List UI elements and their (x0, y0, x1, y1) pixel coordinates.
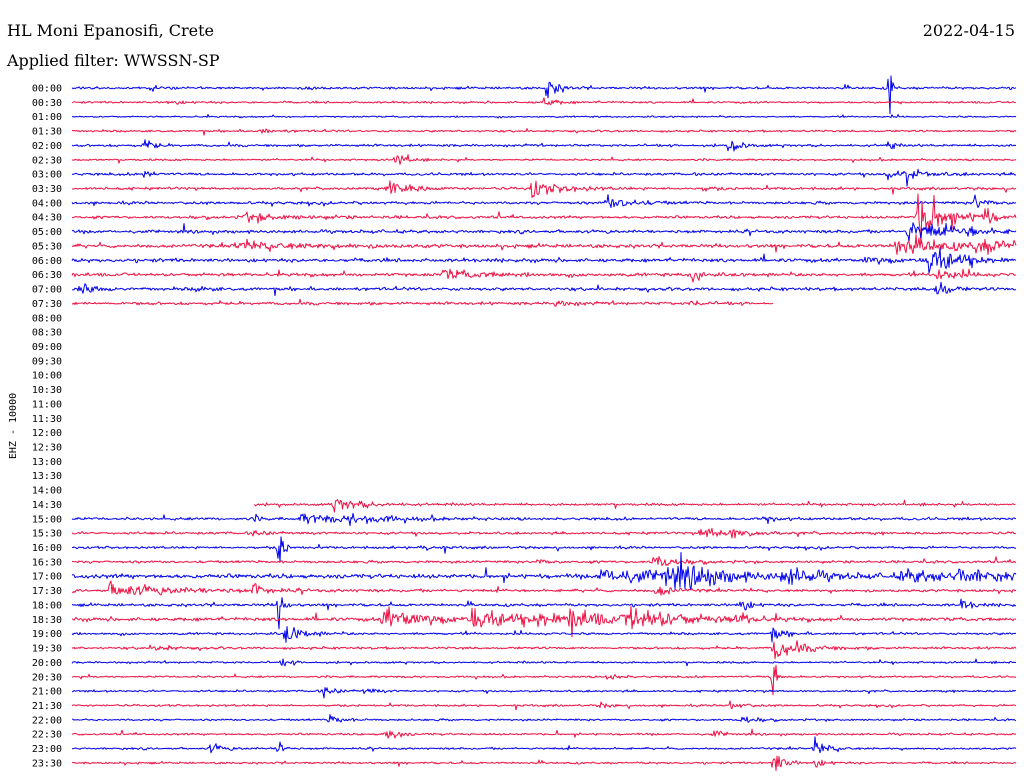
trace-row-0130 (71, 128, 1017, 136)
row-label-0230: 02:30 (32, 155, 62, 166)
trace-row-0500 (71, 222, 1017, 242)
trace-row-2230 (71, 728, 1017, 739)
row-label-1500: 15:00 (32, 514, 62, 525)
trace-row-1500 (71, 512, 1017, 527)
row-label-0200: 02:00 (32, 141, 62, 152)
row-label-1100: 11:00 (32, 399, 62, 410)
trace-row-2300 (72, 736, 1017, 754)
row-label-0630: 06:30 (32, 270, 62, 281)
trace-row-1430 (254, 499, 1016, 513)
row-label-2330: 23:30 (32, 758, 62, 769)
channel-label: EHZ - 10000 (8, 393, 19, 459)
trace-row-2000 (71, 658, 1017, 667)
trace-row-0400 (71, 194, 1017, 209)
row-labels: 00:00 00:30 01:00 01:30 02:00 02:30 03:00 03:30… (32, 84, 62, 770)
trace-row-0630 (71, 268, 1017, 283)
row-label-1830: 18:30 (32, 615, 62, 626)
row-label-2230: 22:30 (32, 730, 62, 741)
row-label-0730: 07:30 (32, 299, 62, 310)
row-label-2030: 20:30 (32, 672, 62, 683)
row-label-1400: 14:00 (32, 486, 62, 497)
row-label-0100: 01:00 (32, 112, 62, 123)
row-label-0830: 08:30 (32, 328, 62, 339)
trace-row-1830 (71, 605, 1017, 638)
row-label-1930: 19:30 (32, 644, 62, 655)
trace-row-1930 (71, 640, 1017, 660)
filter-label: Applied filter: WWSSN-SP (7, 51, 220, 70)
row-label-0530: 05:30 (32, 241, 62, 252)
row-label-0330: 03:30 (32, 184, 62, 195)
trace-row-0100 (71, 114, 1017, 119)
row-label-2130: 21:30 (32, 701, 62, 712)
row-label-0030: 00:30 (32, 98, 62, 109)
trace-row-0600 (71, 247, 1017, 274)
trace-row-0300 (71, 168, 1017, 187)
trace-row-0430 (71, 193, 1017, 244)
trace-row-2200 (71, 714, 1017, 723)
trace-row-0200 (71, 139, 1017, 152)
trace-row-0030 (71, 97, 1017, 105)
trace-row-0530 (71, 234, 1017, 255)
row-label-1230: 12:30 (32, 443, 62, 454)
trace-row-2330 (71, 755, 1017, 772)
row-label-0400: 04:00 (32, 198, 62, 209)
row-label-0300: 03:00 (32, 170, 62, 181)
row-label-1800: 18:00 (32, 600, 62, 611)
record-date: 2022-04-15 (922, 21, 1015, 40)
row-label-0800: 08:00 (32, 313, 62, 324)
row-label-1600: 16:00 (32, 543, 62, 554)
trace-row-1530 (71, 527, 1017, 539)
row-label-1430: 14:30 (32, 500, 62, 511)
trace-row-2100 (71, 687, 1016, 699)
row-label-1300: 13:00 (32, 457, 62, 468)
trace-row-0330 (71, 180, 1017, 198)
trace-row-1800 (71, 597, 1017, 630)
row-label-1730: 17:30 (32, 586, 62, 597)
row-label-0500: 05:00 (32, 227, 62, 238)
row-label-0000: 00:00 (32, 84, 62, 95)
row-label-0700: 07:00 (32, 285, 62, 296)
row-label-0930: 09:30 (32, 356, 62, 367)
row-label-1530: 15:30 (32, 529, 62, 540)
station-title: HL Moni Epanosifi, Crete (7, 21, 215, 40)
trace-row-2030 (71, 664, 1017, 696)
trace-row-1730 (71, 580, 1017, 596)
row-label-0600: 06:00 (32, 256, 62, 267)
trace-row-1630 (71, 556, 1017, 566)
row-label-0900: 09:00 (32, 342, 62, 353)
row-label-1900: 19:00 (32, 629, 62, 640)
row-label-0130: 01:30 (32, 127, 62, 138)
trace-row-1600 (71, 536, 1017, 563)
row-label-2100: 21:00 (32, 687, 62, 698)
row-label-1630: 16:30 (32, 557, 62, 568)
row-label-2000: 20:00 (32, 658, 62, 669)
trace-row-1900 (71, 626, 1017, 643)
trace-row-0730 (71, 298, 774, 307)
trace-row-1700 (71, 552, 1017, 591)
row-label-1700: 17:00 (32, 572, 62, 583)
seismic-traces (71, 75, 1017, 772)
row-label-1200: 12:00 (32, 428, 62, 439)
trace-row-0000 (71, 75, 1017, 115)
trace-row-2130 (71, 700, 1017, 711)
row-label-2200: 22:00 (32, 715, 62, 726)
trace-row-0230 (71, 154, 1016, 165)
row-label-1130: 11:30 (32, 414, 62, 425)
row-label-0430: 04:30 (32, 213, 62, 224)
row-label-2300: 23:00 (32, 744, 62, 755)
row-label-1000: 10:00 (32, 371, 62, 382)
row-label-1030: 10:30 (32, 385, 62, 396)
trace-row-0700 (72, 281, 1017, 297)
row-label-1330: 13:30 (32, 471, 62, 482)
